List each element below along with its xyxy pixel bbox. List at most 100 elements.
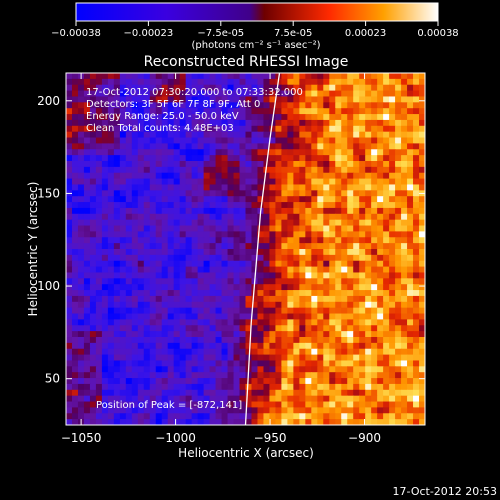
heatmap-cell <box>197 319 205 326</box>
heatmap-cell <box>167 243 175 250</box>
heatmap-cell <box>125 137 133 144</box>
heatmap-cell <box>401 249 408 256</box>
heatmap-cell <box>269 184 277 191</box>
heatmap-cell <box>287 383 294 391</box>
heatmap-cell <box>401 395 408 403</box>
heatmap-cell <box>239 90 247 98</box>
heatmap-cell <box>317 161 324 168</box>
heatmap-cell <box>269 178 277 186</box>
heatmap-cell <box>233 342 241 350</box>
heatmap-cell <box>233 389 241 397</box>
heatmap-cell <box>149 383 157 391</box>
heatmap-cell <box>305 143 312 150</box>
heatmap-cell <box>131 284 139 291</box>
heatmap-cell <box>101 178 109 186</box>
heatmap-cell <box>263 78 271 86</box>
heatmap-cell <box>407 272 414 279</box>
heatmap-cell <box>317 272 324 279</box>
heatmap-cell <box>275 360 282 367</box>
heatmap-cell <box>335 272 342 279</box>
heatmap-cell <box>173 231 181 238</box>
heatmap-cell <box>71 295 79 303</box>
heatmap-cell <box>257 284 265 291</box>
heatmap-cell <box>203 225 211 232</box>
heatmap-cell <box>95 319 103 326</box>
heatmap-cell <box>131 337 139 344</box>
heatmap-cell <box>119 190 127 197</box>
heatmap-cell <box>281 114 288 121</box>
heatmap-cell <box>137 413 145 420</box>
heatmap-cell <box>131 301 139 309</box>
heatmap-cell <box>66 207 73 215</box>
heatmap-cell <box>215 202 223 209</box>
heatmap-cell <box>101 342 109 350</box>
heatmap-cell <box>353 342 360 350</box>
heatmap-cell <box>137 73 145 80</box>
heatmap-cell <box>245 143 253 150</box>
heatmap-cell <box>191 383 199 391</box>
heatmap-cell <box>287 389 294 397</box>
heatmap-cell <box>137 401 145 408</box>
heatmap-cell <box>353 295 360 303</box>
heatmap-cell <box>359 254 366 262</box>
heatmap-cell <box>377 237 384 244</box>
heatmap-cell <box>149 378 157 385</box>
heatmap-cell <box>401 383 408 391</box>
heatmap-cell <box>197 407 205 414</box>
heatmap-cell <box>155 313 163 320</box>
heatmap-cell <box>221 155 229 162</box>
heatmap-cell <box>107 166 115 174</box>
heatmap-cell <box>221 84 229 92</box>
heatmap-cell <box>131 137 139 144</box>
heatmap-cell <box>413 243 420 250</box>
heatmap-cell <box>323 73 330 80</box>
heatmap-cell <box>413 266 420 274</box>
heatmap-cell <box>77 407 85 414</box>
heatmap-cell <box>155 125 163 133</box>
heatmap-cell <box>185 213 193 221</box>
heatmap-cell <box>221 260 229 268</box>
heatmap-cell <box>66 313 73 320</box>
heatmap-cell <box>83 348 91 356</box>
heatmap-cell <box>71 290 79 297</box>
heatmap-cell <box>137 125 145 133</box>
heatmap-cell <box>71 125 79 133</box>
heatmap-cell <box>131 178 139 186</box>
heatmap-cell <box>66 366 73 373</box>
heatmap-cell <box>311 325 318 332</box>
heatmap-cell <box>137 366 145 373</box>
heatmap-cell <box>179 295 187 303</box>
heatmap-cell <box>215 307 223 315</box>
heatmap-cell <box>299 184 306 191</box>
heatmap-cell <box>407 73 414 80</box>
heatmap-cell <box>239 219 247 227</box>
heatmap-cell <box>335 342 342 350</box>
heatmap-cell <box>77 161 85 168</box>
heatmap-cell <box>71 331 79 338</box>
heatmap-cell <box>281 231 288 238</box>
heatmap-cell <box>317 266 324 274</box>
heatmap-cell <box>287 413 294 420</box>
heatmap-cell <box>203 254 211 262</box>
heatmap-cell <box>71 155 79 162</box>
heatmap-cell <box>221 143 229 150</box>
heatmap-cell <box>335 196 342 203</box>
heatmap-cell <box>401 413 408 420</box>
heatmap-cell <box>66 413 73 420</box>
heatmap-cell <box>101 389 109 397</box>
heatmap-cell <box>161 295 169 303</box>
heatmap-cell <box>161 307 169 315</box>
heatmap-cell <box>173 119 181 127</box>
heatmap-cell <box>263 272 271 279</box>
heatmap-cell <box>101 78 109 86</box>
heatmap-cell <box>281 196 288 203</box>
heatmap-cell <box>353 237 360 244</box>
heatmap-cell <box>131 401 139 408</box>
heatmap-cell <box>317 219 324 227</box>
heatmap-cell <box>293 325 300 332</box>
heatmap-cell <box>329 84 336 92</box>
heatmap-cell <box>335 284 342 291</box>
heatmap-cell <box>257 301 265 309</box>
heatmap-cell <box>197 278 205 285</box>
heatmap-cell <box>209 102 217 109</box>
